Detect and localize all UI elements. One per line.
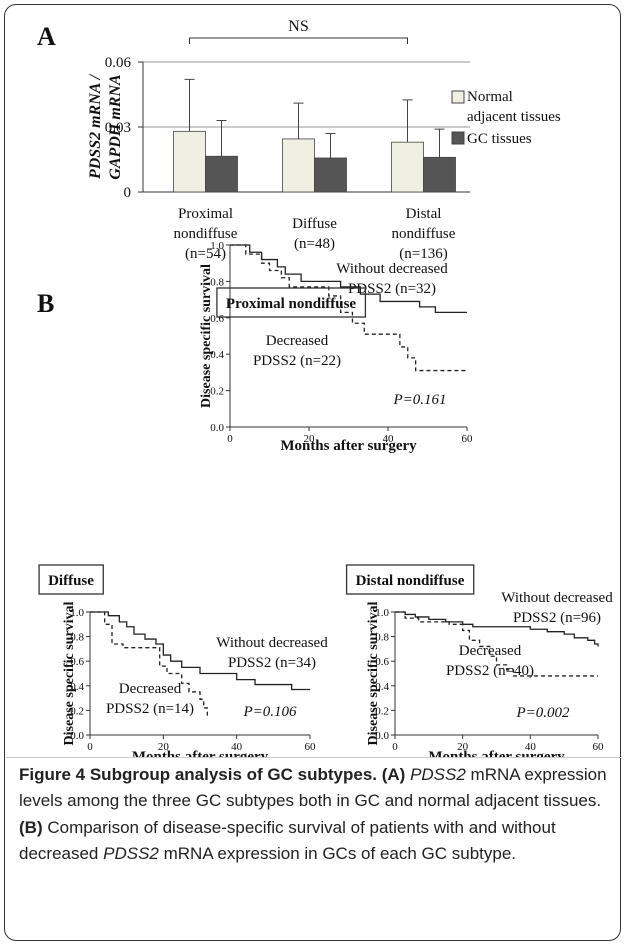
y-tick-label: 0.6 [375,656,389,668]
error-bar [402,99,413,143]
annotation: NS [288,18,308,35]
error-bar [216,120,227,157]
bar [205,155,238,193]
y-tick-label: 0.4 [375,681,389,693]
y-tick-label: 0.0 [70,730,84,742]
x-axis-label: Months after surgery [280,438,417,454]
y-tick-label: 0.4 [210,349,224,361]
y-axis-label: Disease specific survival [366,601,381,745]
x-tick-label: Diffuse (n=48) [292,216,337,252]
series-label: Without decreased PDSS2 (n=34) [216,635,328,671]
x-tick-label: 40 [525,741,537,753]
y-tick-label: 0.0 [375,730,389,742]
caption-text: Figure 4 Subgroup analysis of GC subtype… [19,765,406,784]
x-axis-label: Months after surgery [428,749,565,757]
figure: 0 0.03 0.06 Proximal nondiffuse (n=54) Diffuse… [37,18,613,757]
x-tick-label: 20 [158,741,170,753]
legend-swatch [451,131,465,145]
x-tick-label: 20 [304,433,316,445]
legend-label: Normal adjacent tissues [467,89,561,125]
y-tick-label: 0.6 [210,313,224,325]
annotation: P=0.002 [515,705,570,721]
series-label: Without decreased PDSS2 (n=32) [336,261,448,297]
chart-title: Diffuse [48,573,94,589]
series-label: Decreased PDSS2 (n=40) [446,643,534,679]
y-tick-label: 1.0 [70,607,84,619]
caption-text: Comparison of disease-specific survival … [19,817,561,863]
y-tick-label: 0.6 [70,656,84,668]
caption-text: PDSS2 [103,843,159,863]
panel-label: B [37,289,54,318]
annotation: P=0.161 [392,392,446,408]
bar [173,130,206,193]
error-bar [293,102,304,139]
caption-text: mRNA expression levels among the three G… [19,765,612,811]
x-tick-label: 0 [392,741,398,753]
legend-label: GC tissues [467,131,532,147]
separator [6,757,621,758]
x-tick-label: Proximal nondiffuse (n=54) [174,206,238,262]
y-tick-label: 0.8 [70,632,84,644]
x-axis-label: Months after surgery [132,749,269,757]
error-bar [325,133,336,158]
x-tick-label: 60 [593,741,605,753]
y-axis-label: Disease specific survival [62,601,77,745]
y-tick-label: 0.8 [375,632,389,644]
legend-swatch [451,90,465,104]
y-tick-label: 0.0 [210,422,224,434]
x-tick-label: 0 [227,433,233,445]
series-label: Decreased PDSS2 (n=14) [106,681,194,717]
x-tick-label: 0 [87,741,93,753]
annotation: P=0.106 [242,704,297,720]
survival-curve [395,611,598,677]
y-tick-label: 0.2 [375,705,389,717]
title-box [216,287,367,318]
x-tick-label: 60 [305,741,317,753]
x-tick-label: Distal nondiffuse (n=136) [392,206,456,262]
survival-curve [230,244,467,372]
y-tick-label: 0.8 [210,276,224,288]
bar [423,156,456,193]
caption-text: (B) [19,817,43,837]
caption-text: mRNA expression in GCs of each GC subtyp… [158,843,517,863]
series-label: Decreased PDSS2 (n=22) [253,333,341,369]
y-axis-label: PDSS2 mRNA / GAPDH mRNA [87,73,124,180]
y-tick-label: 0 [124,185,132,201]
title-box [38,564,104,595]
error-bar [184,78,195,132]
x-tick-label: 20 [457,741,469,753]
bar [282,138,315,193]
panel-label: A [37,22,56,51]
y-tick-label: 0.2 [210,386,224,398]
chart-title: Proximal nondiffuse [226,296,356,312]
x-tick-label: 40 [383,433,395,445]
survival-curve [90,611,208,718]
caption: Figure 4 Subgroup analysis of GC subtype… [19,762,615,867]
series-label: Without decreased PDSS2 (n=96) [501,590,613,626]
significance-bracket [189,37,408,44]
y-tick-label: 1.0 [210,240,224,252]
y-tick-label: 0.03 [105,120,131,136]
bar [314,157,347,193]
x-tick-label: 40 [231,741,243,753]
y-tick-label: 0.06 [105,55,132,71]
x-tick-label: 60 [462,433,474,445]
bar [391,141,424,193]
y-tick-label: 0.2 [70,705,84,717]
y-tick-label: 0.4 [70,681,84,693]
survival-curve [90,611,310,691]
y-axis-label: Disease specific survival [199,264,214,408]
survival-curve [395,611,599,647]
figure-frame [4,4,621,941]
title-box [345,564,475,595]
chart-title: Distal nondiffuse [356,573,465,589]
error-bar [434,128,445,158]
y-tick-label: 1.0 [375,607,389,619]
caption-text: PDSS2 [410,765,466,784]
